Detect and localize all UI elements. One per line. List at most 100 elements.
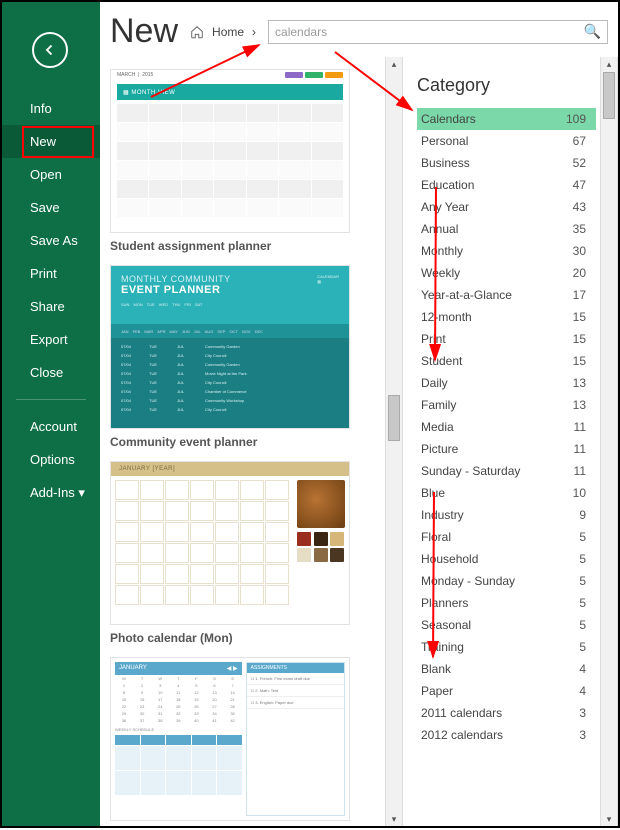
category-row[interactable]: Sunday - Saturday11 — [417, 460, 596, 482]
breadcrumb-sep: › — [252, 25, 256, 39]
category-row[interactable]: 2012 calendars3 — [417, 724, 596, 746]
template-card[interactable]: MONTHLY COMMUNITYEVENT PLANNERCALENDAR▦S… — [110, 265, 375, 449]
sidebar-item-options[interactable]: Options — [2, 443, 100, 476]
category-count: 5 — [579, 530, 586, 544]
category-row[interactable]: Annual35 — [417, 218, 596, 240]
category-row[interactable]: Monthly30 — [417, 240, 596, 262]
template-card[interactable]: MARCH | 2015 ▦ MONTH VIEW Student assign… — [110, 69, 375, 253]
category-label: Monday - Sunday — [421, 574, 515, 588]
category-list: Calendars109Personal67 Business 52 Educatio… — [417, 108, 596, 746]
category-count: 67 — [573, 134, 586, 148]
category-row[interactable]: Personal67 — [417, 130, 596, 152]
category-row[interactable]: Media11 — [417, 416, 596, 438]
category-label: Annual — [421, 222, 458, 236]
sidebar-item-share[interactable]: Share — [2, 290, 100, 323]
sidebar-item-save[interactable]: Save — [2, 191, 100, 224]
sidebar-item-add-ins-[interactable]: Add-Ins ▾ — [2, 476, 100, 510]
category-label: Family — [421, 398, 456, 412]
search-icon[interactable]: 🔍 — [584, 23, 601, 40]
category-row[interactable]: Any Year43 — [417, 196, 596, 218]
category-count: 43 — [573, 200, 586, 214]
template-name: Photo calendar (Mon) — [110, 631, 375, 645]
category-row[interactable]: Monday - Sunday5 — [417, 570, 596, 592]
category-count: 30 — [573, 244, 586, 258]
category-count: 15 — [573, 310, 586, 324]
breadcrumb-home[interactable]: Home — [212, 25, 244, 39]
scroll-down-icon[interactable]: ▾ — [387, 812, 401, 826]
scrollbar-thumb[interactable] — [603, 72, 615, 118]
category-count: 13 — [573, 398, 586, 412]
category-count: 47 — [573, 178, 586, 192]
main-panel: New Home › 🔍 MARCH | 2015 ▦ MONTH VIEW S… — [100, 2, 618, 826]
category-row[interactable]: Seasonal5 — [417, 614, 596, 636]
scroll-down-icon[interactable]: ▾ — [602, 812, 616, 826]
category-row[interactable]: Household5 — [417, 548, 596, 570]
back-button[interactable] — [32, 32, 68, 68]
category-label: Print — [421, 332, 446, 346]
category-row[interactable]: Student15 — [417, 350, 596, 372]
template-thumbnail[interactable]: MARCH | 2015 ▦ MONTH VIEW — [110, 69, 350, 233]
category-row[interactable]: Planners5 — [417, 592, 596, 614]
sidebar-item-export[interactable]: Export — [2, 323, 100, 356]
sidebar-item-open[interactable]: Open — [2, 158, 100, 191]
back-arrow-icon — [41, 41, 59, 59]
category-row[interactable]: Education47 — [417, 174, 596, 196]
category-row[interactable]: Print15 — [417, 328, 596, 350]
category-label: 2011 calendars — [421, 706, 502, 720]
category-count: 13 — [573, 376, 586, 390]
template-thumbnail[interactable]: MONTHLY COMMUNITYEVENT PLANNERCALENDAR▦S… — [110, 265, 350, 429]
template-name: Community event planner — [110, 435, 375, 449]
home-icon[interactable] — [190, 25, 204, 39]
sidebar-item-save-as[interactable]: Save As — [2, 224, 100, 257]
sidebar-item-close[interactable]: Close — [2, 356, 100, 389]
sidebar-item-print[interactable]: Print — [2, 257, 100, 290]
category-row[interactable]: Weekly20 — [417, 262, 596, 284]
category-row[interactable]: Blue10 — [417, 482, 596, 504]
category-row[interactable]: 2011 calendars 3 — [417, 702, 596, 724]
category-count: 9 — [579, 508, 586, 522]
template-thumbnail[interactable]: JANUARY [YEAR] — [110, 461, 350, 625]
category-row[interactable]: Blank4 — [417, 658, 596, 680]
sidebar-item-account[interactable]: Account — [2, 410, 100, 443]
category-row[interactable]: Family 13 — [417, 394, 596, 416]
category-row[interactable]: 12-month15 — [417, 306, 596, 328]
scroll-up-icon[interactable]: ▴ — [387, 57, 401, 71]
category-count: 11 — [574, 420, 586, 434]
category-row[interactable]: Industry9 — [417, 504, 596, 526]
category-label: Business — [421, 156, 470, 170]
sidebar-menu: InfoNewOpenSaveSave AsPrintShareExportCl… — [2, 92, 100, 389]
sidebar-item-info[interactable]: Info — [2, 92, 100, 125]
category-row[interactable]: Daily13 — [417, 372, 596, 394]
category-count: 5 — [579, 596, 586, 610]
category-count: 11 — [574, 442, 586, 456]
category-label: Paper — [421, 684, 453, 698]
category-row[interactable]: Year-at-a-Glance17 — [417, 284, 596, 306]
search-wrap: 🔍 — [268, 20, 608, 44]
category-row[interactable]: Picture11 — [417, 438, 596, 460]
category-row[interactable]: Calendars109 — [417, 108, 596, 130]
templates-scrollbar[interactable]: ▴ ▾ — [385, 57, 403, 826]
backstage-sidebar: InfoNewOpenSaveSave AsPrintShareExportCl… — [2, 2, 100, 826]
category-row[interactable]: Training5 — [417, 636, 596, 658]
category-count: 4 — [579, 662, 586, 676]
category-label: Seasonal — [421, 618, 471, 632]
sidebar-item-new[interactable]: New — [2, 125, 100, 158]
template-thumbnail[interactable]: JANUARY◀ ▶ MTWTFSS1234567891011121314151… — [110, 657, 350, 821]
template-card[interactable]: JANUARY [YEAR] Photo calendar (Mon) — [110, 461, 375, 645]
category-row[interactable]: Floral 5 — [417, 526, 596, 548]
category-row[interactable]: Paper4 — [417, 680, 596, 702]
category-count: 3 — [579, 706, 586, 720]
scrollbar-thumb[interactable] — [388, 395, 400, 441]
category-label: Year-at-a-Glance — [421, 288, 512, 302]
category-label: 2012 calendars — [421, 728, 503, 742]
template-name: Student assignment planner — [110, 239, 375, 253]
category-row[interactable]: Business 52 — [417, 152, 596, 174]
categories-scrollbar[interactable]: ▴ ▾ — [600, 57, 618, 826]
template-card[interactable]: JANUARY◀ ▶ MTWTFSS1234567891011121314151… — [110, 657, 375, 826]
search-input[interactable] — [275, 25, 584, 39]
category-label: Floral — [421, 530, 451, 544]
scroll-up-icon[interactable]: ▴ — [602, 57, 616, 71]
category-panel: Category Calendars109Personal67Business5… — [403, 57, 600, 826]
category-count: 52 — [573, 156, 586, 170]
category-count: 11 — [574, 464, 586, 478]
